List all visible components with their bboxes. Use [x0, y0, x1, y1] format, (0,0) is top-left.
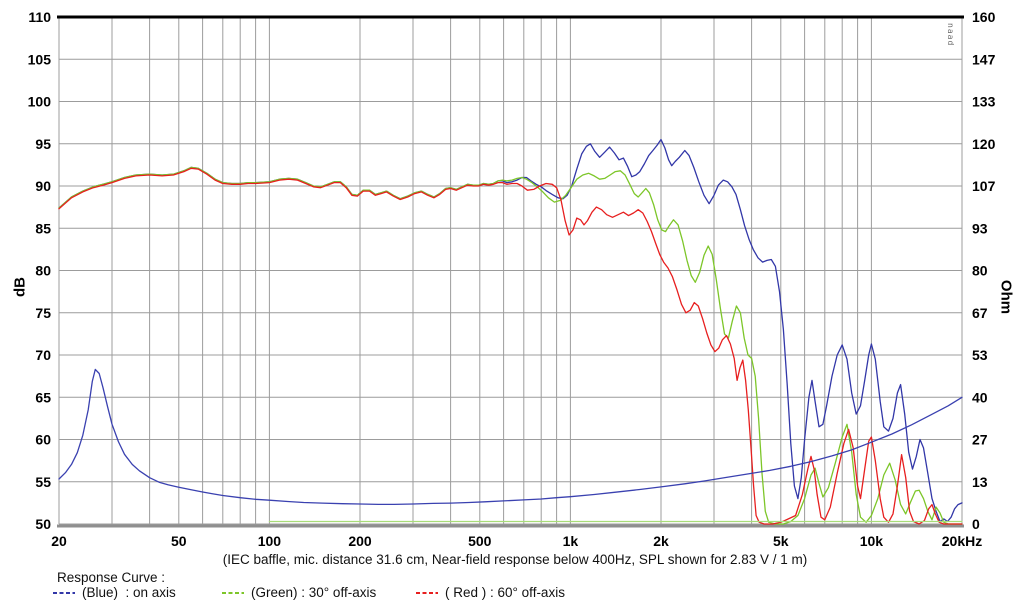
y-left-tick-label: 80	[35, 263, 51, 279]
legend-line-red-icon	[416, 591, 438, 594]
x-tick-label: 2k	[653, 533, 669, 549]
curve-impedance	[58, 368, 963, 506]
y-left-tick-label: 110	[28, 9, 51, 25]
x-tick-label: 100	[258, 533, 282, 549]
curve-spl-30-off-axis	[58, 166, 963, 525]
x-tick-label: 50	[171, 533, 187, 549]
y-left-tick-label: 50	[35, 516, 51, 532]
x-tick-label: 1k	[563, 533, 579, 549]
measurement-caption: (IEC baffle, mic. distance 31.6 cm, Near…	[222, 552, 808, 567]
y-right-tick-label: 53	[972, 347, 988, 363]
y-left-tick-label: 100	[28, 94, 52, 110]
y-right-tick-label: 120	[972, 136, 996, 152]
legend-item-on-axis: (Blue) : on axis	[53, 585, 176, 600]
y-left-tick-label: 65	[35, 389, 51, 405]
y-left-tick-label: 60	[35, 432, 51, 448]
x-tick-label: 500	[468, 533, 492, 549]
curve-spl-on-axis	[58, 138, 963, 523]
y-right-tick-label: 27	[972, 432, 988, 448]
x-tick-label: 5k	[773, 533, 789, 549]
legend-label-30-off-axis: (Green) : 30° off-axis	[251, 585, 377, 600]
left-axis-title: dB	[11, 277, 29, 297]
right-axis-title: Ohm	[997, 279, 1015, 315]
legend-item-30-off-axis: (Green) : 30° off-axis	[222, 585, 376, 600]
curve-spl-60-off-axis	[58, 167, 963, 525]
y-right-tick-label: 133	[972, 94, 996, 110]
y-right-tick-label: 80	[972, 263, 988, 279]
y-left-tick-label: 55	[35, 474, 51, 490]
y-right-tick-label: 147	[972, 51, 996, 67]
x-tick-label: 20kHz	[942, 533, 982, 549]
y-left-tick-label: 75	[35, 305, 51, 321]
y-right-tick-label: 67	[972, 305, 988, 321]
y-right-tick-label: 0	[972, 516, 980, 532]
y-right-tick-label: 40	[972, 389, 988, 405]
y-right-tick-label: 13	[972, 474, 988, 490]
legend-item-60-off-axis: ( Red ) : 60° off-axis	[416, 585, 565, 600]
y-left-tick-label: 105	[28, 51, 52, 67]
x-tick-label: 10k	[860, 533, 884, 549]
x-tick-label: 200	[348, 533, 372, 549]
x-tick-label: 20	[51, 533, 67, 549]
y-right-tick-label: 93	[972, 220, 988, 236]
y-left-tick-label: 95	[35, 136, 51, 152]
legend-label-60-off-axis: ( Red ) : 60° off-axis	[445, 585, 565, 600]
watermark-text: naad	[946, 23, 955, 47]
legend-line-green-icon	[222, 591, 244, 594]
legend-line-blue-icon	[53, 591, 75, 594]
y-left-tick-label: 85	[35, 220, 51, 236]
y-left-tick-label: 90	[35, 178, 51, 194]
legend-label-on-axis: (Blue) : on axis	[82, 585, 176, 600]
legend-title: Response Curve :	[57, 570, 166, 585]
y-right-tick-label: 107	[972, 178, 996, 194]
y-left-tick-label: 70	[35, 347, 51, 363]
y-right-tick-label: 160	[972, 9, 996, 25]
